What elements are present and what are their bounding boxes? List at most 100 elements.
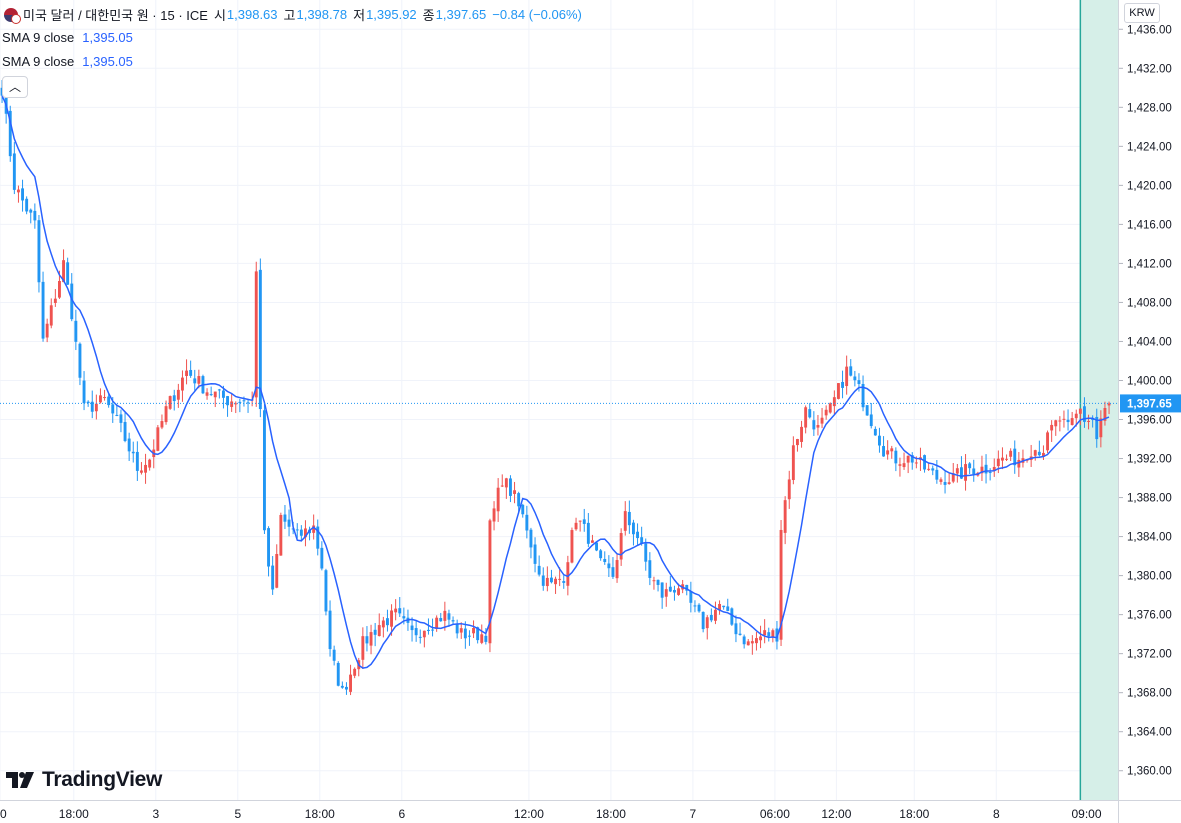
candle-body bbox=[304, 528, 307, 538]
candle-body bbox=[992, 466, 996, 471]
candle-body bbox=[312, 525, 316, 533]
collapse-legend-button[interactable]: ︿ bbox=[2, 76, 28, 98]
candle-body bbox=[70, 283, 74, 320]
candle-body bbox=[148, 459, 152, 468]
candle-body bbox=[435, 617, 439, 630]
candle-body bbox=[127, 438, 131, 452]
candle-body bbox=[439, 618, 443, 622]
candle-body bbox=[1074, 413, 1078, 419]
last-price-tag bbox=[1120, 394, 1181, 413]
candle-body bbox=[779, 529, 783, 640]
candle-body bbox=[894, 450, 898, 464]
candle-body bbox=[349, 674, 352, 692]
candle-body bbox=[99, 395, 102, 403]
sma-legend-2[interactable]: SMA 9 close 1,395.05 bbox=[2, 54, 133, 69]
y-tick-label: 1,424.00 bbox=[1127, 141, 1172, 153]
y-tick-label: 1,412.00 bbox=[1127, 258, 1172, 270]
time-axis[interactable]: 00 18:00 3 5 18:00 6 12:00 18:00 7 06:00 12:00 18:0… bbox=[0, 800, 1118, 823]
candle-body bbox=[398, 608, 402, 614]
candle-body bbox=[619, 533, 623, 560]
chart-area[interactable]: 미국 달러 / 대한민국 원 · 15 · ICE 시 1,398.63 고 1,3… bbox=[0, 0, 1118, 800]
candle-body bbox=[853, 376, 857, 381]
candle-body bbox=[1099, 418, 1103, 438]
candle-body bbox=[377, 625, 381, 637]
candle-body bbox=[390, 610, 393, 627]
candle-body bbox=[427, 629, 430, 632]
candle-body bbox=[386, 618, 389, 626]
candle-body bbox=[689, 591, 693, 603]
candle-body bbox=[242, 400, 246, 402]
candle-body bbox=[537, 565, 541, 575]
candle-body bbox=[271, 565, 275, 590]
candle-body bbox=[660, 582, 664, 598]
x-tick-label: 00 bbox=[0, 807, 7, 821]
candle-body bbox=[562, 581, 566, 583]
candle-body bbox=[898, 464, 902, 466]
candle-body bbox=[586, 522, 590, 544]
candle-body bbox=[217, 389, 221, 391]
candle-body bbox=[837, 383, 840, 399]
candle-body bbox=[996, 458, 1000, 467]
candle-body bbox=[1070, 418, 1074, 425]
candle-body bbox=[595, 542, 598, 551]
candle-body bbox=[181, 377, 184, 391]
candle-body bbox=[668, 586, 672, 592]
candle-body bbox=[394, 608, 398, 613]
candle-body bbox=[62, 260, 65, 283]
candle-body bbox=[771, 630, 775, 638]
candle-body bbox=[550, 577, 553, 583]
candle-body bbox=[845, 366, 849, 387]
price-axis-scale[interactable]: 1,360.00 1,364.00 1,368.00 1,372.00 1,376.00… bbox=[1119, 0, 1181, 800]
candle-body bbox=[943, 481, 947, 485]
low-key: 저 bbox=[353, 8, 366, 23]
candle-body bbox=[488, 520, 492, 644]
candle-body bbox=[267, 528, 270, 567]
candle-body bbox=[841, 381, 844, 388]
candle-body bbox=[972, 468, 976, 475]
candle-body bbox=[644, 543, 648, 562]
candle-body bbox=[82, 380, 86, 404]
tradingview-logo[interactable]: TradingView bbox=[6, 768, 162, 792]
candle-body bbox=[906, 455, 910, 463]
currency-badge[interactable]: KRW bbox=[1124, 3, 1160, 23]
candle-body bbox=[1001, 457, 1004, 461]
candle-body bbox=[521, 504, 525, 515]
candle-body bbox=[45, 323, 49, 338]
candle-body bbox=[222, 390, 225, 398]
candle-body bbox=[455, 623, 459, 634]
price-chart[interactable] bbox=[0, 0, 1118, 800]
x-tick-label: 8 bbox=[993, 807, 1000, 821]
y-tick-label: 1,392.00 bbox=[1127, 454, 1172, 466]
symbol-title[interactable]: 미국 달러 / 대한민국 원 · 15 · ICE bbox=[23, 8, 208, 23]
candle-body bbox=[718, 603, 721, 611]
x-tick-label: 12:00 bbox=[514, 807, 544, 821]
symbol-header[interactable]: 미국 달러 / 대한민국 원 · 15 · ICE 시 1,398.63 고 1,3… bbox=[4, 5, 582, 24]
x-tick-label: 09:00 bbox=[1071, 807, 1101, 821]
candle-body bbox=[923, 455, 926, 470]
x-tick-label: 3 bbox=[152, 807, 159, 821]
candle-body bbox=[808, 409, 812, 418]
candle-body bbox=[78, 343, 82, 378]
candle-body bbox=[324, 570, 328, 612]
candle-body bbox=[914, 462, 918, 464]
currency-flag-icon bbox=[4, 7, 21, 24]
candle-body bbox=[902, 463, 906, 468]
candle-body bbox=[410, 625, 414, 631]
candle-body bbox=[968, 463, 972, 469]
candle-body bbox=[755, 638, 758, 644]
x-tick-label: 18:00 bbox=[305, 807, 335, 821]
candle-body bbox=[656, 579, 660, 585]
candle-body bbox=[627, 511, 631, 526]
candle-body bbox=[578, 520, 582, 522]
candle-body bbox=[447, 613, 451, 620]
candle-body bbox=[1005, 458, 1008, 460]
candle-body bbox=[1046, 432, 1049, 451]
candle-body bbox=[168, 396, 172, 409]
time-axis-scale[interactable]: 00 18:00 3 5 18:00 6 12:00 18:00 7 06:00 12:00 18:0… bbox=[0, 801, 1118, 823]
candle-body bbox=[1017, 459, 1021, 468]
candle-body bbox=[1037, 451, 1041, 456]
sma-legend-1[interactable]: SMA 9 close 1,395.05 bbox=[2, 30, 133, 45]
price-axis[interactable]: 1,360.00 1,364.00 1,368.00 1,372.00 1,376.00… bbox=[1118, 0, 1181, 800]
candle-body bbox=[804, 407, 808, 428]
candle-body bbox=[480, 634, 484, 643]
